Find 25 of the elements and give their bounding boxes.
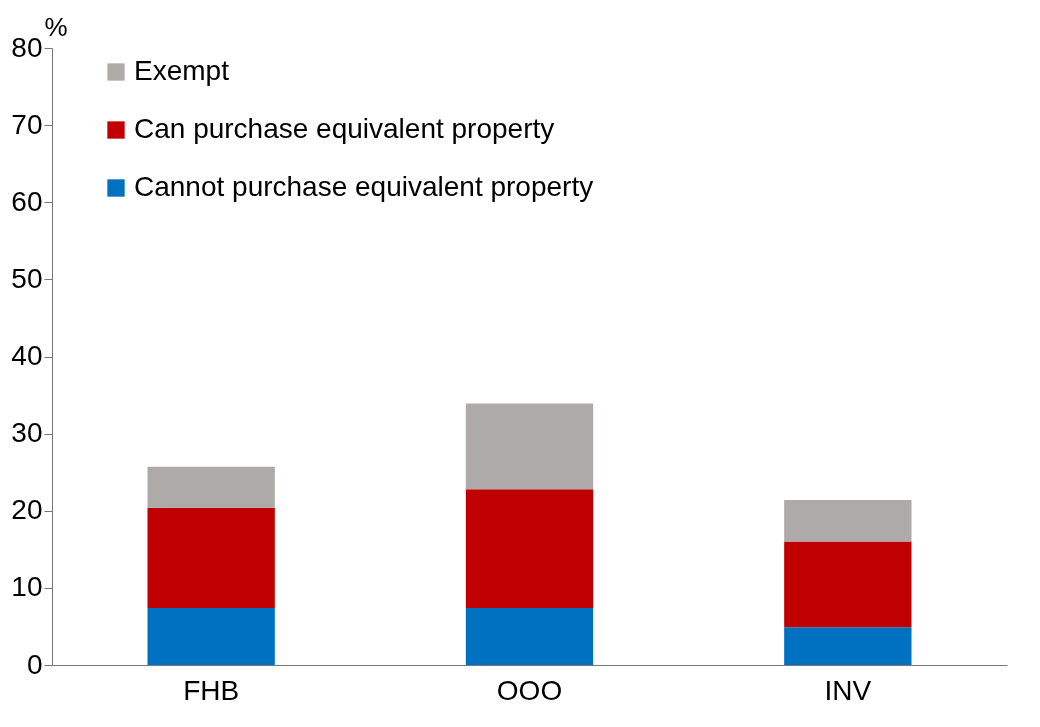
y-tick-label: 60 bbox=[11, 185, 43, 217]
bar bbox=[465, 607, 594, 665]
y-tick-label: 80 bbox=[11, 31, 43, 63]
legend-label: Cannot purchase equivalent property bbox=[134, 171, 594, 202]
bar bbox=[147, 607, 275, 665]
y-axis-title: % bbox=[44, 11, 68, 42]
y-tick-label: 40 bbox=[11, 340, 43, 371]
y-tick-label: 0 bbox=[26, 648, 43, 680]
bar bbox=[784, 499, 912, 542]
y-tick-label: 70 bbox=[11, 108, 43, 140]
bar bbox=[147, 507, 275, 608]
bar bbox=[147, 466, 275, 508]
bar bbox=[465, 403, 594, 490]
y-tick-label: 10 bbox=[11, 571, 43, 603]
x-tick-label: OOO bbox=[496, 674, 563, 706]
bar bbox=[784, 627, 912, 665]
legend-label: Can purchase equivalent property bbox=[134, 113, 555, 144]
x-tick-label: INV bbox=[824, 674, 872, 706]
bar bbox=[784, 541, 912, 628]
x-tick-label: FHB bbox=[183, 674, 240, 706]
y-tick-label: 30 bbox=[11, 417, 43, 449]
y-tick-label: 20 bbox=[11, 494, 43, 526]
legend-label: Exempt bbox=[134, 55, 230, 86]
y-tick-label: 50 bbox=[11, 262, 43, 294]
bar bbox=[465, 489, 594, 608]
